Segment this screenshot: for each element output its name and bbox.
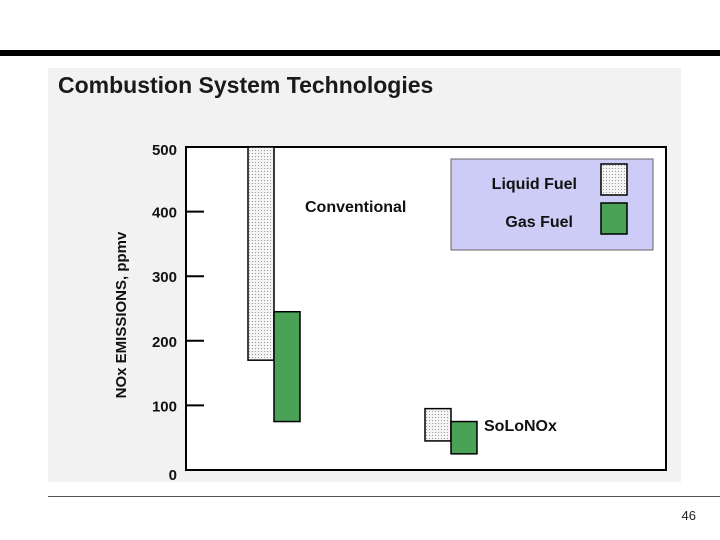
y-axis-label: NOx EMISSIONS, ppmv — [113, 231, 130, 398]
legend-label-liquid: Liquid Fuel — [492, 176, 577, 193]
y-tick-label: 200 — [152, 334, 177, 351]
category-label-solonox: SoLoNOx — [484, 418, 557, 435]
legend: Liquid Fuel Gas Fuel — [450, 158, 654, 251]
bar-gas-fuel-conventional — [273, 310, 301, 423]
bottom-rule — [48, 496, 720, 497]
y-tick-label: 500 — [152, 142, 177, 159]
legend-swatch-gas — [600, 202, 628, 235]
slide-title: Combustion System Technologies — [58, 72, 434, 98]
y-tick-label: 100 — [152, 398, 177, 415]
y-tick-label: 0 — [169, 467, 177, 484]
legend-swatch-liquid — [600, 163, 628, 196]
bar-liquid-fuel-conventional — [247, 146, 275, 361]
top-rule — [0, 50, 720, 56]
bar-liquid-fuel-solonox — [424, 407, 452, 442]
legend-label-gas: Gas Fuel — [505, 214, 573, 231]
category-label-conventional: Conventional — [305, 199, 406, 216]
y-tick-label: 300 — [152, 269, 177, 286]
bar-gas-fuel-solonox — [450, 420, 478, 455]
page-number: 46 — [681, 508, 696, 523]
y-tick-label: 400 — [152, 205, 177, 222]
